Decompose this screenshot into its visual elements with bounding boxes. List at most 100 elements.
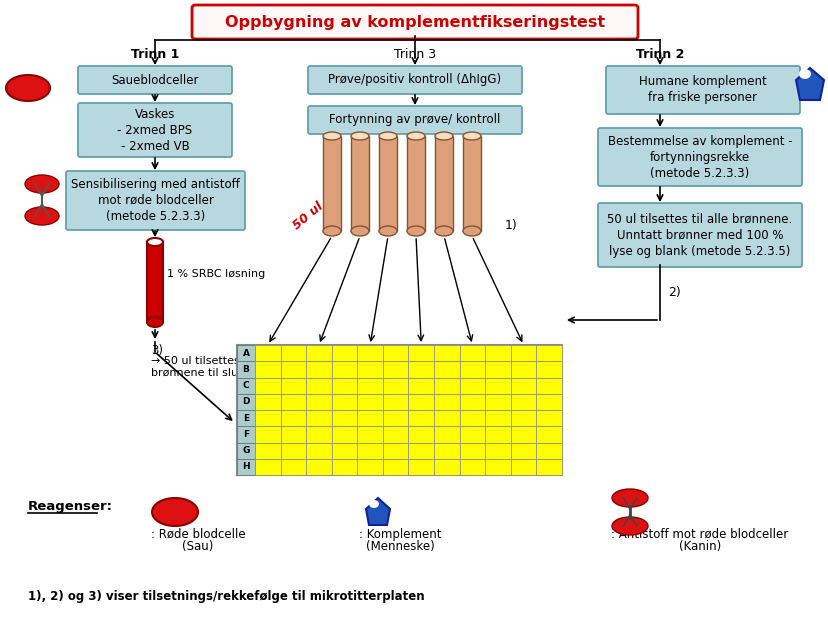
Bar [237, 345, 255, 362]
Ellipse shape [147, 238, 163, 246]
Bar [383, 427, 408, 442]
Bar [434, 459, 459, 475]
Bar [331, 459, 357, 475]
Bar [408, 377, 434, 394]
Bar [408, 410, 434, 427]
Ellipse shape [152, 498, 198, 526]
Bar [459, 377, 484, 394]
Bar [484, 442, 510, 459]
Bar [434, 410, 459, 427]
Bar [280, 427, 306, 442]
Bar [331, 442, 357, 459]
Bar [357, 377, 383, 394]
FancyBboxPatch shape [605, 66, 799, 114]
Bar [357, 345, 383, 362]
Text: 50 ul tilsettes til alle brønnene.
Unntatt brønner med 100 %
lyse og blank (meto: 50 ul tilsettes til alle brønnene. Unnta… [607, 213, 792, 257]
Bar [536, 345, 561, 362]
Bar [280, 345, 306, 362]
Ellipse shape [6, 75, 50, 101]
Bar [383, 377, 408, 394]
Bar [383, 362, 408, 377]
Bar [510, 459, 536, 475]
Ellipse shape [323, 226, 340, 236]
Ellipse shape [435, 132, 452, 140]
Bar [510, 377, 536, 394]
Text: H: H [242, 463, 249, 471]
Ellipse shape [25, 175, 59, 193]
Bar [237, 394, 255, 410]
Bar [484, 410, 510, 427]
Bar [383, 442, 408, 459]
Bar [306, 394, 331, 410]
Bar [306, 362, 331, 377]
Text: Trinn 3: Trinn 3 [393, 48, 436, 61]
Bar [459, 459, 484, 475]
Text: : Komplement: : Komplement [359, 528, 440, 541]
Bar [459, 345, 484, 362]
Bar [536, 394, 561, 410]
Text: : Røde blodcelle: : Røde blodcelle [151, 528, 245, 541]
Bar [280, 362, 306, 377]
Bar [434, 394, 459, 410]
Bar [357, 394, 383, 410]
Bar [237, 362, 255, 377]
Bar [357, 410, 383, 427]
FancyBboxPatch shape [192, 5, 638, 39]
Bar [536, 459, 561, 475]
Bar [237, 410, 255, 427]
Bar [255, 410, 280, 427]
Text: : Antistoff mot røde blodceller: : Antistoff mot røde blodceller [610, 528, 787, 541]
Bar [280, 394, 306, 410]
Ellipse shape [407, 226, 425, 236]
Bar [459, 394, 484, 410]
Text: Fortynning av prøve/ kontroll: Fortynning av prøve/ kontroll [329, 114, 500, 126]
Bar [237, 377, 255, 394]
Bar [510, 442, 536, 459]
Text: 1), 2) og 3) viser tilsetnings/rekkefølge til mikrotitterplaten: 1), 2) og 3) viser tilsetnings/rekkefølg… [28, 590, 424, 603]
Text: D: D [242, 398, 249, 406]
Polygon shape [795, 68, 823, 100]
Bar [484, 345, 510, 362]
Text: Prøve/positiv kontroll (ΔhIgG): Prøve/positiv kontroll (ΔhIgG) [328, 73, 501, 86]
Text: Sensibilisering med antistoff
mot røde blodceller
(metode 5.2.3.3): Sensibilisering med antistoff mot røde b… [71, 178, 239, 223]
Bar [378, 136, 397, 231]
Text: 2): 2) [667, 286, 680, 299]
Bar [459, 427, 484, 442]
Bar [323, 136, 340, 231]
Bar [463, 136, 480, 231]
Ellipse shape [463, 226, 480, 236]
Bar [357, 427, 383, 442]
FancyBboxPatch shape [66, 171, 245, 230]
FancyBboxPatch shape [308, 66, 522, 94]
Bar [306, 377, 331, 394]
Ellipse shape [407, 132, 425, 140]
Bar [459, 410, 484, 427]
Text: Humane komplement
fra friske personer: Humane komplement fra friske personer [638, 76, 766, 105]
FancyBboxPatch shape [308, 106, 522, 134]
Bar [306, 345, 331, 362]
Ellipse shape [435, 226, 452, 236]
Ellipse shape [463, 132, 480, 140]
Bar [306, 410, 331, 427]
Bar [331, 427, 357, 442]
Bar [484, 377, 510, 394]
Bar [536, 362, 561, 377]
Bar [383, 459, 408, 475]
Ellipse shape [611, 517, 647, 535]
FancyBboxPatch shape [78, 103, 232, 157]
Bar [237, 459, 255, 475]
Bar [434, 377, 459, 394]
Text: Saueblodceller: Saueblodceller [111, 73, 199, 86]
Text: (Kanin): (Kanin) [678, 540, 720, 553]
FancyBboxPatch shape [597, 128, 801, 186]
Bar [510, 427, 536, 442]
Bar [408, 442, 434, 459]
Bar [306, 442, 331, 459]
Bar [510, 362, 536, 377]
Ellipse shape [25, 207, 59, 225]
Bar [408, 362, 434, 377]
Text: 3): 3) [151, 344, 163, 357]
Bar [280, 459, 306, 475]
Text: Reagenser:: Reagenser: [28, 500, 113, 513]
Bar [383, 394, 408, 410]
